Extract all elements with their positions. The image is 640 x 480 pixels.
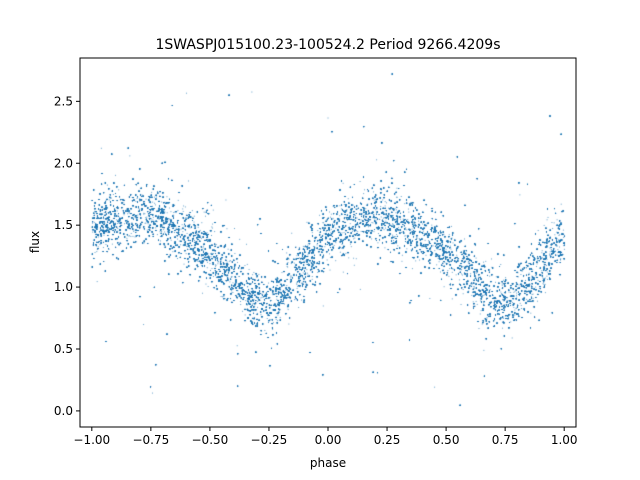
x-tick-label: −1.00 [73, 433, 110, 447]
y-axis-label: flux [28, 231, 42, 253]
y-tick-label: 2.5 [54, 94, 73, 108]
y-tick-label: 0.5 [54, 342, 73, 356]
chart-title: 1SWASPJ015100.23-100524.2 Period 9266.42… [155, 37, 500, 53]
x-tick-label: 0.25 [374, 433, 401, 447]
y-tick-label: 0.0 [54, 404, 73, 418]
x-tick-label: −0.75 [132, 433, 169, 447]
x-tick-label: 0.50 [433, 433, 460, 447]
x-tick-label: 0.00 [315, 433, 342, 447]
x-tick-label: −0.25 [251, 433, 288, 447]
x-tick-label: 1.00 [551, 433, 578, 447]
y-tick-label: 2.0 [54, 156, 73, 170]
x-tick-label: 0.75 [492, 433, 519, 447]
x-axis: −1.00 −0.75 −0.50 −0.25 0.00 0.25 0.50 0.75 1.00 [73, 427, 578, 447]
y-tick-label: 1.0 [54, 280, 73, 294]
x-axis-label: phase [310, 456, 346, 470]
y-axis: 0.0 0.5 1.0 1.5 2.0 2.5 [54, 94, 80, 418]
scatter-points [80, 58, 576, 427]
points-layer [80, 58, 576, 427]
y-tick-label: 1.5 [54, 218, 73, 232]
x-tick-label: −0.50 [192, 433, 229, 447]
